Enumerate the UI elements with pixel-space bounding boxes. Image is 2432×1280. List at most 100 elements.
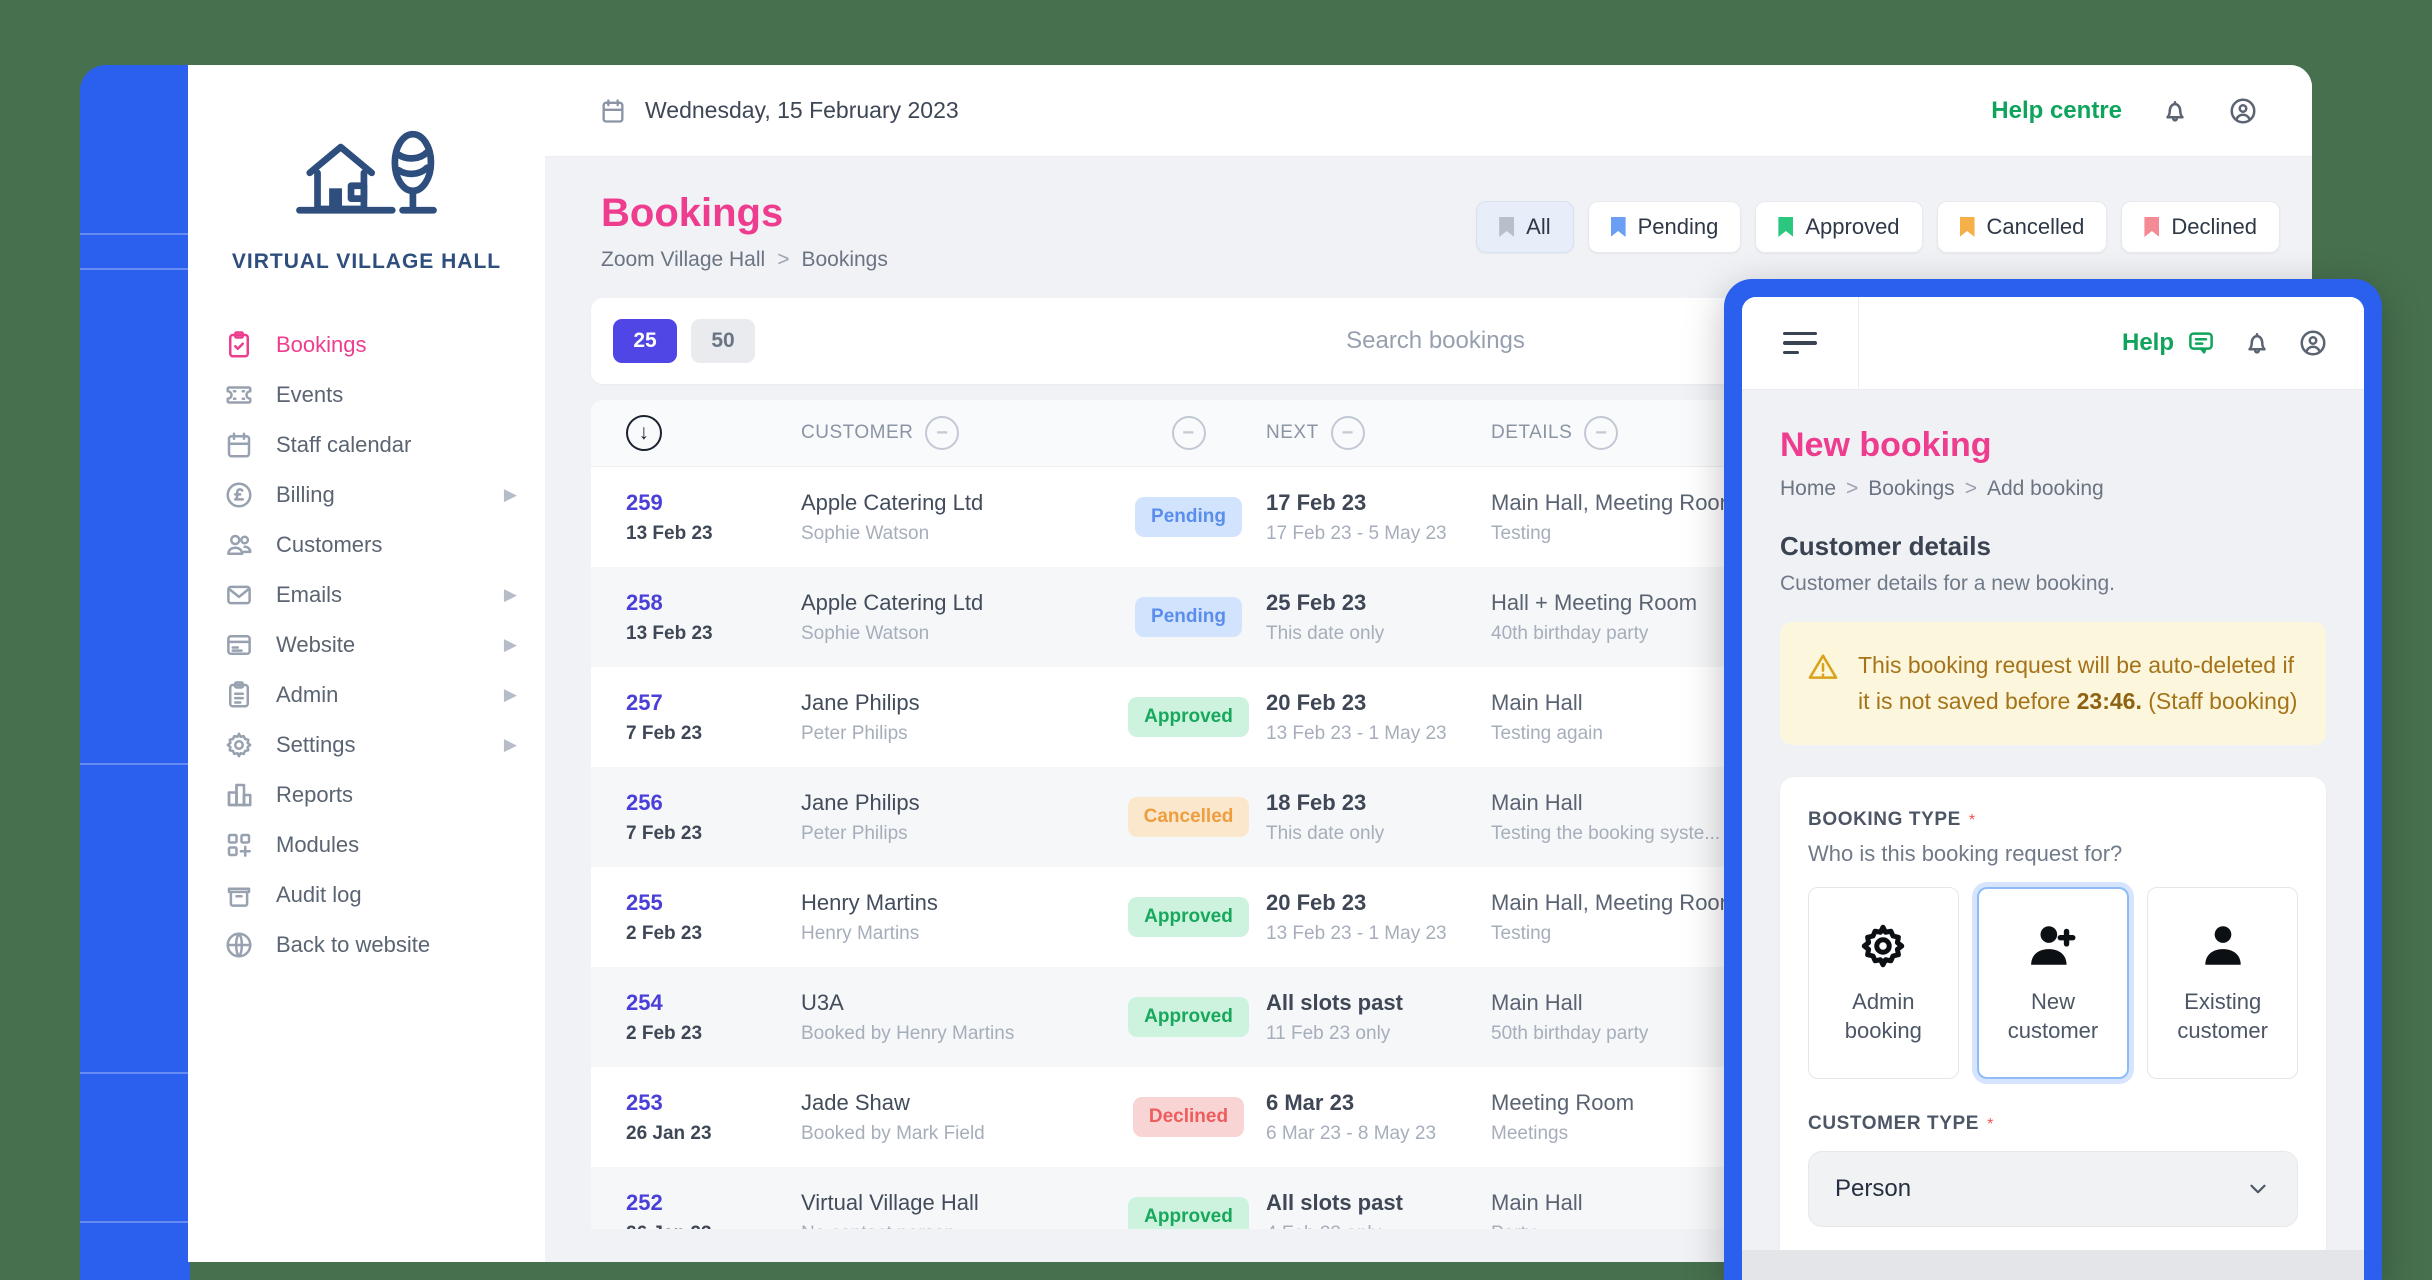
next-date-range: This date only (1266, 822, 1385, 844)
filter-chip-pending[interactable]: Pending (1587, 201, 1742, 253)
sidebar-item-back-to-website[interactable]: Back to website ▶ (188, 920, 545, 970)
sidebar-item-customers[interactable]: Customers ▶ (188, 520, 545, 570)
customer-contact: Sophie Watson (801, 522, 930, 544)
collapse-column-icon[interactable]: − (925, 416, 960, 450)
next-date: 20 Feb 23 (1266, 689, 1367, 715)
booking-type-option-existing-customer[interactable]: Existing customer (2147, 887, 2299, 1080)
breadcrumb-separator: > (1964, 477, 1977, 500)
breadcrumb-item[interactable]: Add booking (1986, 477, 2104, 500)
sidebar-item-label: Bookings (276, 332, 367, 357)
page-size-50-button[interactable]: 50 (691, 319, 755, 363)
customer-name: Jane Philips (801, 789, 920, 815)
panel-bottom-bar[interactable] (1742, 1250, 2364, 1280)
table-row[interactable]: 255 2 Feb 23 Henry Martins Henry Martins A… (591, 867, 2280, 967)
filter-chip-declined[interactable]: Declined (2121, 201, 2280, 253)
booking-id-link[interactable]: 256 (626, 789, 663, 815)
sidebar-nav: Bookings ▶ Events ▶ Staff calendar ▶ Bil… (188, 320, 545, 970)
customer-type-label: CUSTOMER TYPE (1808, 1113, 1980, 1135)
filter-chip-all[interactable]: All (1476, 201, 1574, 253)
browser-icon (224, 630, 254, 660)
bookmark-icon (1959, 217, 1975, 237)
booking-id-link[interactable]: 259 (626, 489, 663, 515)
sidebar-item-staff-calendar[interactable]: Staff calendar ▶ (188, 420, 545, 470)
sidebar-item-admin[interactable]: Admin ▶ (188, 670, 545, 720)
sidebar-item-settings[interactable]: Settings ▶ (188, 720, 545, 770)
booking-rooms: Hall + Meeting Room (1491, 589, 1698, 615)
brand-logo: VIRTUAL VILLAGE HALL (217, 123, 517, 274)
avatar[interactable] (2228, 96, 2258, 126)
chevron-right-icon: ▶ (503, 685, 517, 704)
status-badge: Cancelled (1127, 797, 1250, 837)
sidebar-item-events[interactable]: Events ▶ (188, 370, 545, 420)
page-title: Bookings (601, 191, 784, 235)
help-centre-link[interactable]: Help centre (1991, 96, 2122, 124)
bell-icon[interactable] (2160, 96, 2190, 126)
sidebar-item-website[interactable]: Website ▶ (188, 620, 545, 670)
table-row[interactable]: 259 13 Feb 23 Apple Catering Ltd Sophie Wa… (591, 467, 2280, 567)
archive-icon (224, 880, 254, 910)
clipboard-list-icon (224, 680, 254, 710)
booking-id-link[interactable]: 254 (626, 989, 663, 1015)
booking-rooms: Main Hall (1491, 789, 1583, 815)
breadcrumb-item[interactable]: Zoom Village Hall (601, 248, 766, 271)
booking-id-link[interactable]: 253 (626, 1089, 663, 1115)
booking-id-link[interactable]: 257 (626, 689, 663, 715)
status-badge: Approved (1128, 697, 1249, 737)
collapse-column-icon[interactable]: − (1584, 416, 1619, 450)
filter-chip-approved[interactable]: Approved (1755, 201, 1923, 253)
booking-id-link[interactable]: 255 (626, 889, 663, 915)
breadcrumb: Zoom Village Hall > Bookings (601, 248, 888, 272)
rail-divider (80, 268, 190, 270)
booking-type-question: Who is this booking request for? (1808, 841, 2123, 867)
avatar[interactable] (2298, 328, 2328, 358)
current-date: Wednesday, 15 February 2023 (599, 97, 959, 125)
sidebar-item-label: Admin (276, 682, 339, 707)
status-badge: Approved (1128, 997, 1249, 1037)
filter-chip-cancelled[interactable]: Cancelled (1936, 201, 2108, 253)
booking-note: 50th birthday party (1491, 1022, 1649, 1044)
bar-chart-icon (224, 780, 254, 810)
booking-id-link[interactable]: 252 (626, 1189, 663, 1215)
sidebar-item-emails[interactable]: Emails ▶ (188, 570, 545, 620)
sidebar-item-billing[interactable]: Billing ▶ (188, 470, 545, 520)
sidebar-item-bookings[interactable]: Bookings ▶ (188, 320, 545, 370)
breadcrumb-item[interactable]: Home (1780, 477, 1837, 500)
booking-type-option-new-customer[interactable]: New customer (1976, 887, 2130, 1080)
customer-contact: Booked by Mark Field (801, 1122, 985, 1144)
table-row[interactable]: 257 7 Feb 23 Jane Philips Peter Philips Ap… (591, 667, 2280, 767)
collapse-column-icon[interactable]: − (1330, 416, 1365, 450)
menu-icon[interactable] (1742, 297, 1859, 389)
sidebar-item-reports[interactable]: Reports ▶ (188, 770, 545, 820)
booking-id-link[interactable]: 258 (626, 589, 663, 615)
search-input[interactable]: Search bookings (1346, 327, 1525, 354)
customer-contact: Henry Martins (801, 922, 920, 944)
booking-created-date: 7 Feb 23 (626, 722, 703, 744)
date-text: Wednesday, 15 February 2023 (645, 97, 959, 123)
option-label: Admin booking (1844, 988, 1922, 1044)
sidebar-item-audit-log[interactable]: Audit log ▶ (188, 870, 545, 920)
booking-type-option-admin-booking[interactable]: Admin booking (1808, 887, 1959, 1080)
page-size-25-button[interactable]: 25 (613, 319, 677, 363)
breadcrumb-item[interactable]: Bookings (1868, 477, 1955, 500)
sort-descending-icon[interactable]: ↓ (626, 415, 662, 451)
next-date-range: 11 Feb 23 only (1266, 1022, 1391, 1044)
customer-type-select[interactable]: Person (1808, 1151, 2298, 1228)
next-date: 6 Mar 23 (1266, 1089, 1355, 1115)
collapse-column-icon[interactable]: − (1171, 416, 1206, 450)
next-date-range: 13 Feb 23 - 1 May 23 (1266, 722, 1447, 744)
booking-created-date: 2 Feb 23 (626, 1022, 703, 1044)
sidebar-item-modules[interactable]: Modules ▶ (188, 820, 545, 870)
sidebar-item-label: Website (276, 632, 356, 657)
booking-note: Testing (1491, 922, 1552, 944)
table-row[interactable]: 253 26 Jan 23 Jade Shaw Booked by Mark Fie… (591, 1067, 2280, 1167)
auto-delete-warning: This booking request will be auto-delete… (1780, 622, 2326, 746)
filter-label: Pending (1637, 214, 1719, 239)
bell-icon[interactable] (2242, 328, 2272, 358)
mail-icon (224, 580, 254, 610)
breadcrumb-item[interactable]: Bookings (801, 248, 888, 271)
chevron-right-icon: ▶ (503, 635, 517, 654)
help-link[interactable]: Help (2122, 328, 2216, 358)
status-badge: Pending (1135, 597, 1242, 637)
next-date: 20 Feb 23 (1266, 889, 1367, 915)
new-booking-panel: Help New booking Home > Bookings > Add booki… (1742, 297, 2364, 1280)
